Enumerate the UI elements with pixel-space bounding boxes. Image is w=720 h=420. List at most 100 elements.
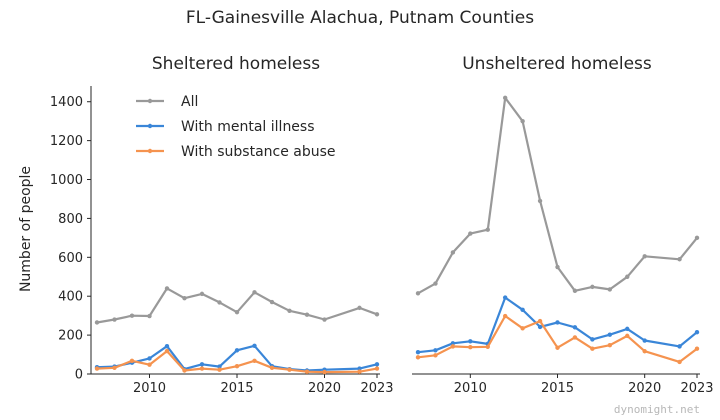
data-point [252,358,257,363]
series-line-2 [96,350,378,374]
x-tick-label: 2010 [133,381,166,396]
data-point [217,300,222,305]
y-tick-label: 0 [75,368,83,383]
data-point [607,332,613,337]
data-point [677,257,682,262]
data-point [502,295,508,300]
x-tick-label: 2023 [360,381,393,396]
data-point [374,312,380,317]
data-point [269,365,275,370]
data-point [625,274,630,279]
data-point [199,362,205,367]
data-point [468,344,473,350]
data-point [374,362,380,367]
data-point [450,344,456,349]
legend-swatch-marker [147,148,153,154]
data-point [252,343,257,348]
data-point [590,337,595,342]
data-point [234,348,240,353]
data-point [502,313,508,319]
panel-title-unsheltered: Unsheltered homeless [462,54,652,74]
data-point [555,264,560,270]
data-point [147,362,152,367]
data-point [677,344,682,349]
data-point [129,313,135,318]
data-point [199,291,205,297]
data-point [590,284,595,290]
legend-label: All [181,94,198,110]
data-point [433,353,438,358]
data-point [537,318,543,324]
data-point [694,235,700,241]
data-point [450,341,456,346]
data-point [164,348,170,354]
data-point [642,338,647,343]
data-point [287,367,292,372]
data-point [357,305,362,311]
data-point [164,286,170,291]
data-point [468,339,473,344]
data-point [217,367,222,372]
y-tick-label: 200 [58,329,83,344]
data-point [625,326,630,332]
y-tick-label: 600 [58,251,83,266]
data-point [164,343,170,349]
data-point [590,346,595,351]
chart-title: FL-Gainesville Alachua, Putnam Counties [186,8,534,28]
data-point [374,366,380,371]
y-tick-label: 1200 [50,134,83,149]
legend-swatch-marker [147,98,153,104]
y-tick-label: 400 [58,290,83,305]
data-point [287,308,292,313]
x-tick-label: 2020 [308,381,341,396]
data-point [304,312,310,317]
data-point [572,335,578,340]
legend-swatch-marker [147,123,153,129]
x-tick-label: 2015 [541,381,574,396]
data-point [433,348,438,353]
data-point [234,309,240,315]
x-tick-label: 2010 [454,381,487,396]
data-point [572,288,578,293]
data-point [450,250,456,255]
data-point [694,346,700,351]
y-tick-label: 1000 [50,173,83,188]
data-point [520,326,525,331]
data-point [182,368,187,373]
data-point [415,350,421,355]
panel-0: 2010 2015 2020 2023 0 200 400 600 800 1000 1200 140… [50,86,394,396]
watermark: dynomight.net [614,403,700,416]
data-point [677,359,682,365]
data-point [642,349,647,354]
data-point [322,317,327,322]
series-line-2 [417,314,698,363]
data-point [252,290,257,295]
data-point [112,317,117,322]
panel-1: 2010 2015 2020 2023 [412,95,714,396]
data-point [642,254,647,259]
data-point [485,344,490,349]
series-line-0 [96,287,378,324]
y-tick-label: 800 [58,212,83,227]
data-point [322,369,327,375]
series-line-0 [417,96,698,295]
data-point [520,307,525,313]
data-point [555,320,560,325]
data-point [415,355,421,360]
data-point [129,358,135,363]
data-point [555,345,560,350]
data-point [520,118,525,124]
data-point [607,343,613,348]
legend-label: With substance abuse [181,144,336,160]
data-point [199,366,205,371]
data-point [607,287,613,292]
data-point [468,231,473,236]
y-tick-label: 1400 [50,95,83,110]
data-point [182,295,187,301]
data-point [269,299,275,305]
data-point [415,291,421,296]
x-tick-label: 2023 [680,381,713,396]
data-point [94,320,100,325]
data-point [537,324,543,330]
